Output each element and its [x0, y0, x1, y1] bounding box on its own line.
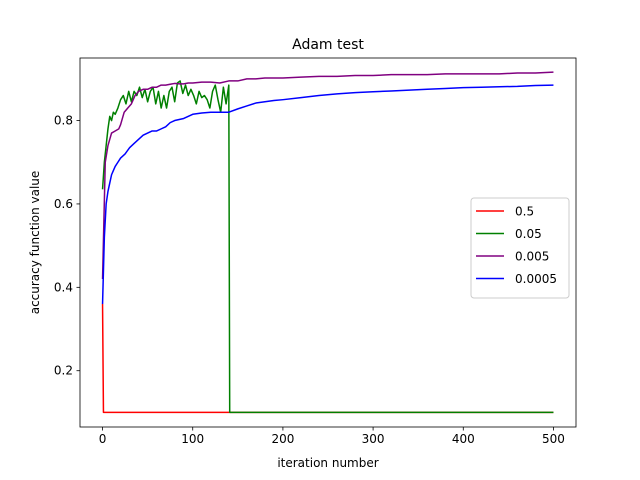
axes-frame — [79, 57, 577, 428]
legend-label-0.05: 0.05 — [515, 227, 542, 241]
series-lines — [101, 71, 554, 414]
legend-label-0.5: 0.5 — [515, 205, 534, 219]
y-tick-label: 0.8 — [54, 114, 73, 128]
legend: 0.5 0.05 0.005 0.0005 — [470, 197, 570, 299]
x-tick-label: 500 — [542, 432, 565, 446]
x-tick-label: 300 — [362, 432, 385, 446]
legend-label-0.005: 0.005 — [515, 250, 549, 264]
y-tick-label: 0.4 — [54, 280, 73, 294]
x-tick-label: 200 — [271, 432, 294, 446]
x-tick-label: 100 — [181, 432, 204, 446]
series-line-0.005 — [101, 71, 554, 279]
chart-title: Adam test — [292, 37, 364, 53]
y-tick-label: 0.6 — [54, 197, 73, 211]
series-line-0.5 — [101, 303, 554, 414]
series-line-0.0005 — [101, 84, 554, 305]
legend-box — [470, 197, 570, 299]
legend-label-0.0005: 0.0005 — [515, 272, 557, 286]
series-line-0.05 — [101, 80, 554, 414]
y-axis-label: accuracy function value — [28, 171, 42, 315]
x-tick-label: 400 — [452, 432, 475, 446]
x-axis-label: iteration number — [277, 456, 378, 470]
plot-area: 0 100 200 300 400 500 0.2 0.4 0.6 0.8 — [54, 57, 577, 446]
y-tick-label: 0.2 — [54, 364, 73, 378]
x-tick-label: 0 — [99, 432, 107, 446]
